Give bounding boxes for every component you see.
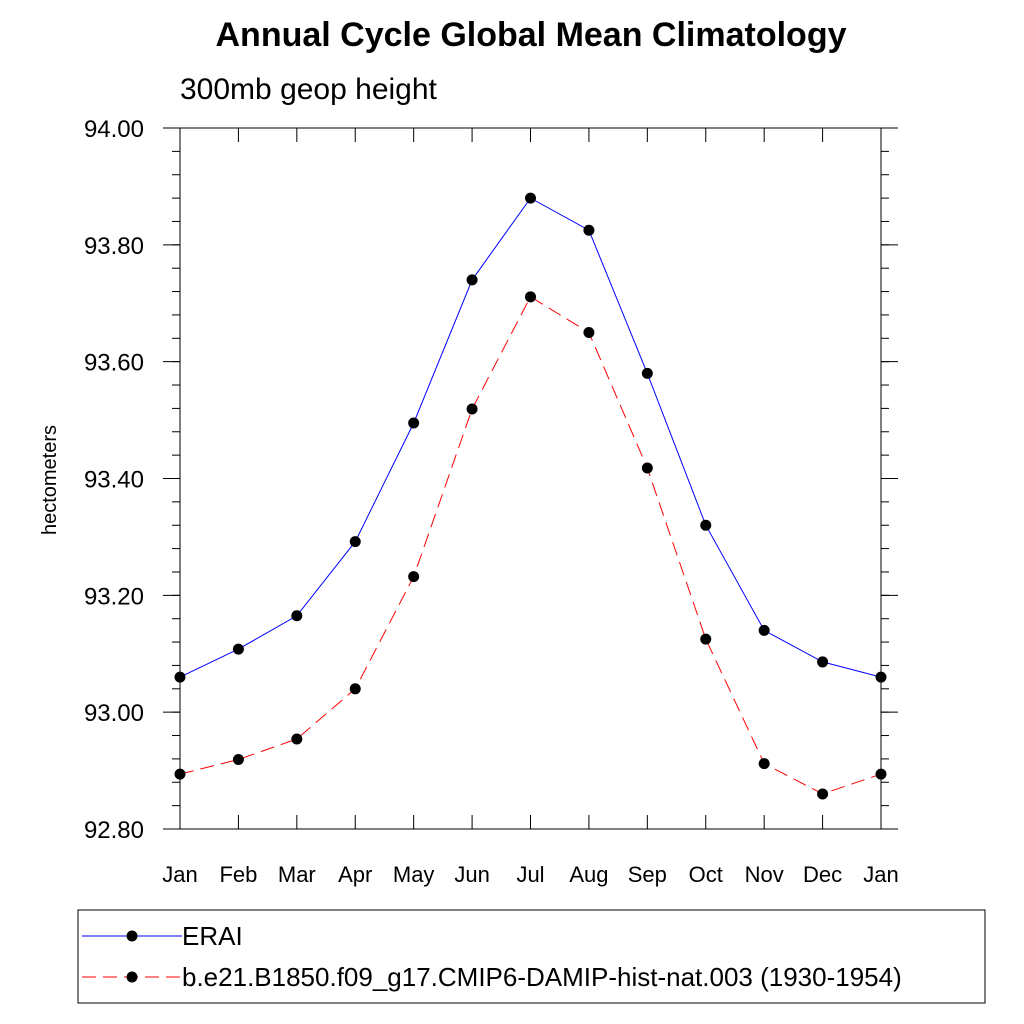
data-point-0 bbox=[349, 536, 361, 548]
data-point-0 bbox=[583, 224, 595, 236]
y-tick-label: 93.40 bbox=[84, 467, 144, 494]
x-tick-label: May bbox=[393, 862, 435, 887]
data-point-0 bbox=[758, 624, 770, 636]
data-point-1 bbox=[466, 403, 478, 415]
x-tick-label: Jun bbox=[454, 862, 489, 887]
chart-title: Annual Cycle Global Mean Climatology bbox=[216, 16, 847, 54]
y-tick-label: 93.80 bbox=[84, 233, 144, 260]
data-point-0 bbox=[291, 610, 303, 622]
data-point-0 bbox=[232, 643, 244, 655]
data-point-1 bbox=[700, 633, 712, 645]
legend-marker-erai bbox=[126, 930, 138, 942]
data-point-0 bbox=[525, 192, 536, 204]
data-point-1 bbox=[291, 733, 303, 745]
legend-label-model: b.e21.B1850.f09_g17.CMIP6-DAMIP-hist-nat… bbox=[182, 962, 902, 992]
data-point-1 bbox=[875, 768, 887, 780]
chart-subtitle: 300mb geop height bbox=[180, 73, 438, 106]
x-tick-label: Oct bbox=[689, 862, 723, 887]
series-layer bbox=[174, 192, 887, 800]
x-tick-label: Mar bbox=[278, 862, 316, 887]
data-point-1 bbox=[525, 291, 536, 303]
data-point-0 bbox=[466, 274, 478, 286]
series-line-1 bbox=[179, 296, 882, 795]
x-tick-label: Jan bbox=[863, 862, 898, 887]
data-point-1 bbox=[232, 753, 244, 765]
data-point-0 bbox=[875, 671, 887, 683]
y-axis-ticks: 94.00 93.80 93.60 93.40 93.20 93.00 92.80 bbox=[84, 116, 898, 844]
data-point-1 bbox=[408, 571, 420, 583]
x-tick-label: Apr bbox=[338, 862, 372, 887]
data-point-0 bbox=[408, 417, 420, 429]
y-tick-label: 92.80 bbox=[84, 817, 144, 844]
data-point-1 bbox=[817, 788, 829, 800]
x-axis-ticks: Jan Feb Mar Apr May Jun Jul Aug Sep Oct Nov Dec Jan bbox=[162, 128, 899, 887]
data-point-1 bbox=[641, 462, 653, 474]
x-tick-label: Jul bbox=[516, 862, 544, 887]
legend-marker-model bbox=[126, 971, 138, 983]
x-tick-label: Sep bbox=[628, 862, 667, 887]
x-tick-label: Feb bbox=[219, 862, 257, 887]
y-tick-label: 94.00 bbox=[84, 116, 144, 143]
y-tick-label: 93.60 bbox=[84, 350, 144, 377]
x-tick-label: Aug bbox=[569, 862, 608, 887]
x-tick-label: Nov bbox=[745, 862, 784, 887]
legend-label-erai: ERAI bbox=[182, 921, 243, 951]
data-point-1 bbox=[174, 768, 186, 780]
x-tick-label: Dec bbox=[803, 862, 842, 887]
data-point-0 bbox=[700, 519, 712, 531]
y-axis-label: hectometers bbox=[39, 425, 61, 535]
series-line-0 bbox=[179, 197, 882, 678]
y-tick-label: 93.00 bbox=[84, 700, 144, 727]
data-point-0 bbox=[641, 367, 653, 379]
legend: ERAI b.e21.B1850.f09_g17.CMIP6-DAMIP-his… bbox=[77, 909, 986, 1004]
data-point-0 bbox=[817, 656, 829, 668]
x-tick-label: Jan bbox=[162, 862, 197, 887]
y-tick-label: 93.20 bbox=[84, 583, 144, 610]
plot-frame bbox=[179, 127, 882, 830]
legend-box bbox=[77, 909, 986, 1004]
data-point-0 bbox=[174, 671, 186, 683]
data-point-1 bbox=[349, 683, 361, 695]
data-point-1 bbox=[583, 326, 595, 338]
data-point-1 bbox=[758, 758, 770, 770]
